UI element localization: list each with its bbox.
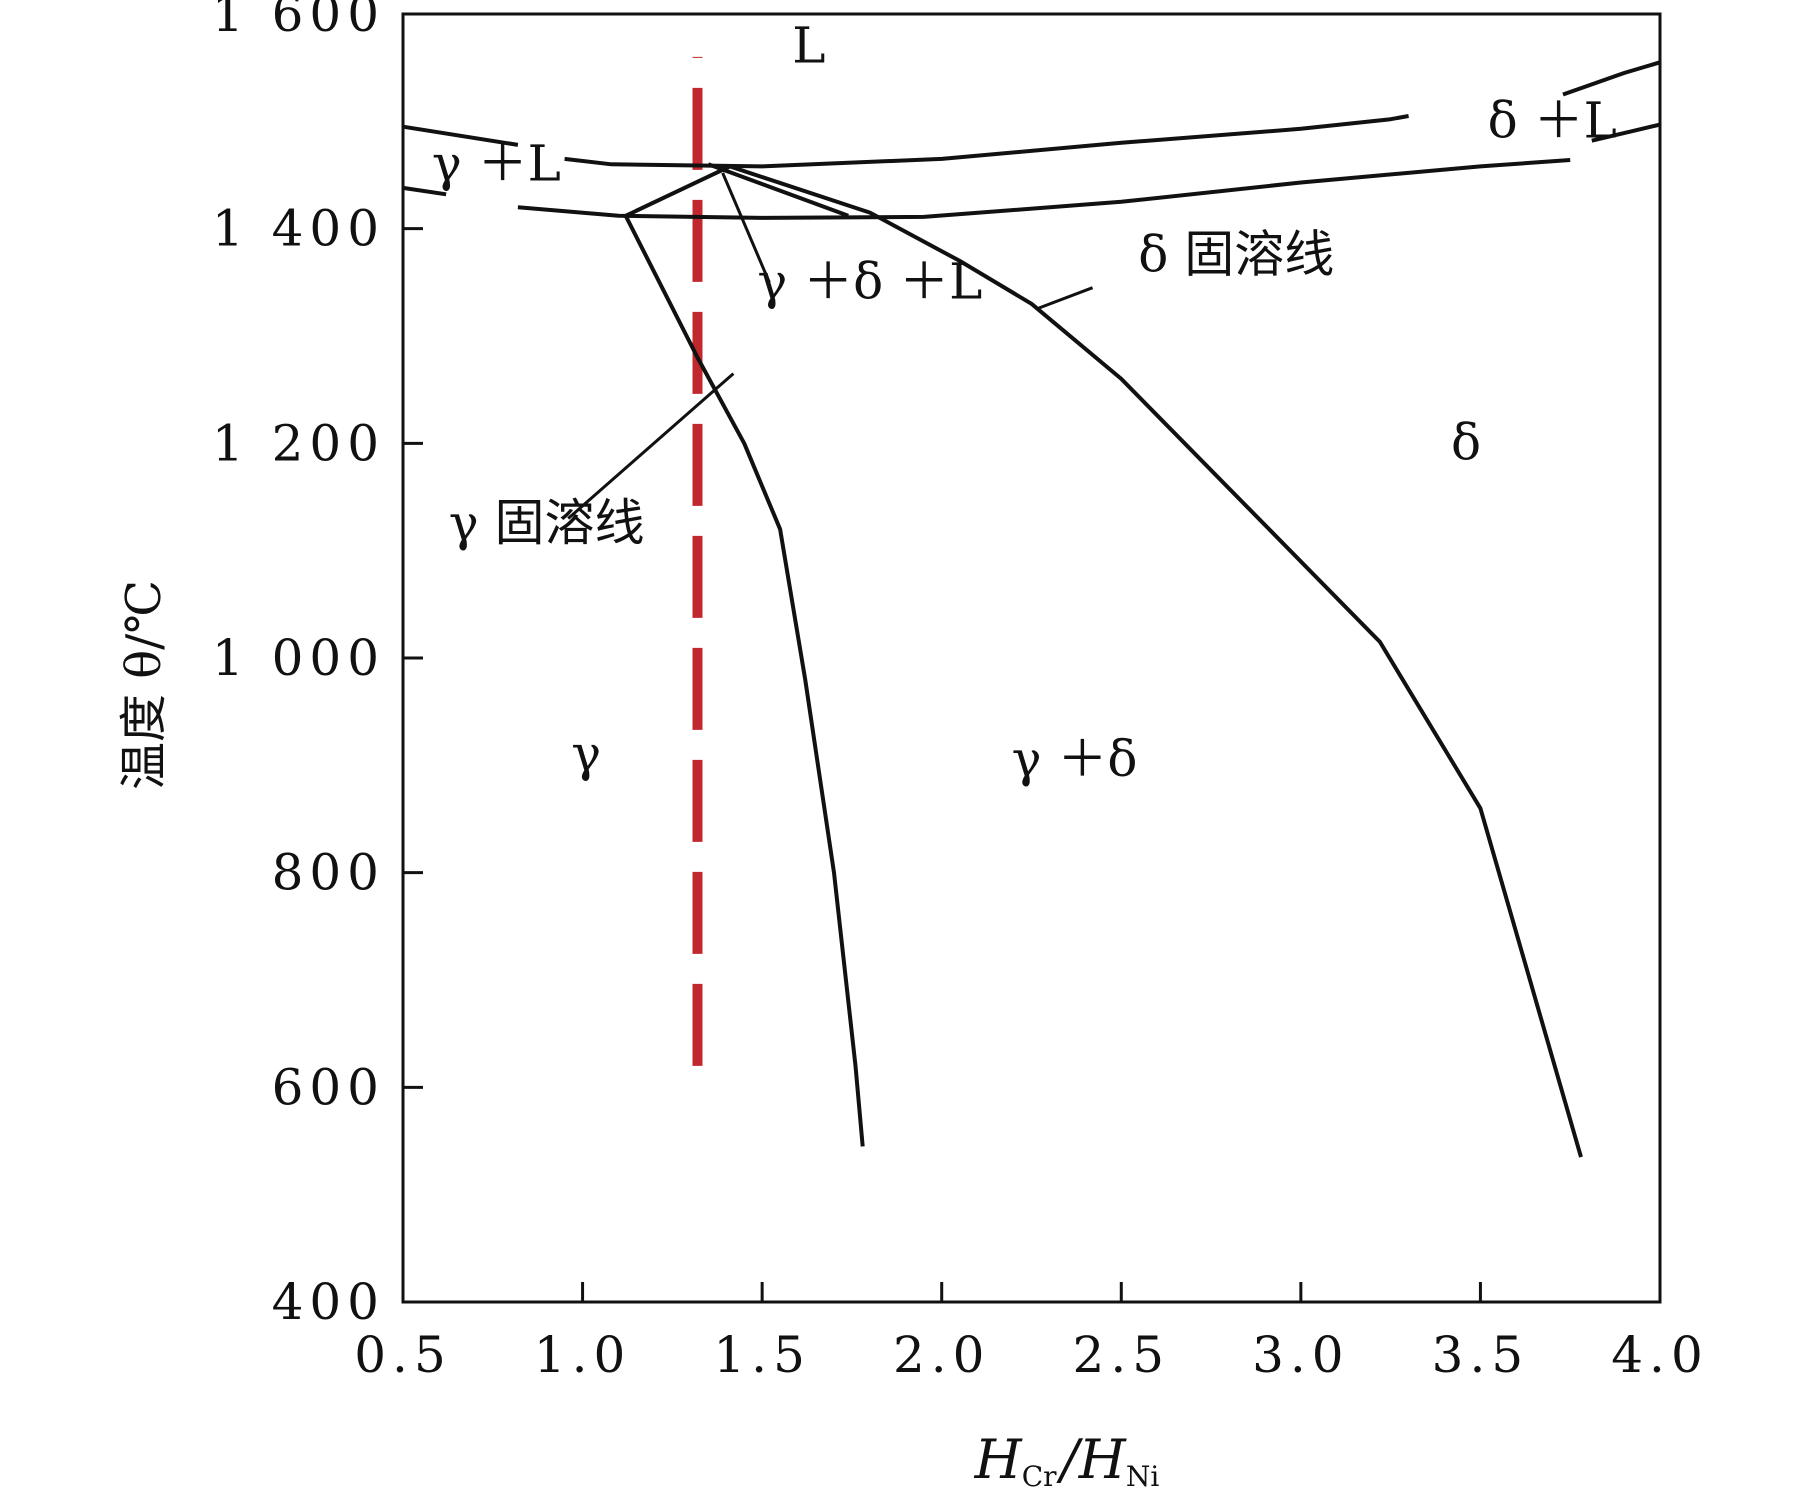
y-tick-label: 600 bbox=[272, 1058, 385, 1116]
y-tick-label: 1 200 bbox=[212, 414, 385, 472]
x-tick-label: 1.0 bbox=[534, 1326, 632, 1384]
leader-line bbox=[567, 372, 735, 520]
x-tick-label: 2.5 bbox=[1073, 1326, 1171, 1384]
region-label: δ 固溶线 bbox=[1138, 226, 1334, 284]
region-labels-layer: Lδ ＋L γ ＋L γ ＋δ ＋L δ 固溶线 γ 固溶线 δ γ γ ＋δ bbox=[432, 16, 1617, 788]
region-label: L bbox=[792, 16, 825, 74]
y-tick-label: 1 600 bbox=[212, 0, 385, 43]
region-label: γ ＋L bbox=[432, 134, 561, 192]
y-axis-label: 温度 θ/℃ bbox=[116, 580, 172, 790]
x-tick-label: 3.5 bbox=[1432, 1326, 1530, 1384]
x-tick-label: 3.0 bbox=[1252, 1326, 1350, 1384]
leader-line bbox=[1038, 286, 1094, 310]
phase-boundary-line bbox=[517, 158, 1571, 220]
axes-ticks-layer: 400 600 800 1 000 1 200 1 400 1 600 0.5 1.0 1.5 2.… bbox=[212, 0, 1709, 1384]
x-axis-label: HCr/HNi bbox=[974, 1428, 1160, 1492]
y-tick-label: 400 bbox=[272, 1273, 385, 1331]
x-tick-label: 0.5 bbox=[354, 1326, 452, 1384]
phase-boundary-line bbox=[624, 164, 1583, 1158]
y-tick-label: 1 400 bbox=[212, 200, 385, 258]
region-label: δ ＋L bbox=[1488, 91, 1617, 149]
phase-boundary-line bbox=[564, 114, 1409, 169]
phase-boundary-line bbox=[623, 214, 865, 1147]
x-tick-label: 4.0 bbox=[1611, 1326, 1709, 1384]
y-tick-label: 1 000 bbox=[212, 629, 385, 687]
phase-boundary-line bbox=[402, 124, 519, 147]
region-label: γ 固溶线 bbox=[449, 494, 645, 552]
y-tick-label: 800 bbox=[272, 844, 385, 902]
x-tick-label: 2.0 bbox=[893, 1326, 991, 1384]
phase-boundary-line bbox=[1562, 60, 1661, 97]
data-lines-layer bbox=[402, 56, 1661, 1158]
x-tick-label: 1.5 bbox=[713, 1326, 811, 1384]
region-label: γ ＋δ bbox=[1012, 730, 1138, 788]
phase-boundary-line bbox=[1591, 122, 1661, 143]
region-label: γ bbox=[571, 725, 601, 783]
phase-boundary-line bbox=[402, 185, 447, 197]
phase-boundary-line bbox=[707, 162, 849, 218]
region-label: δ bbox=[1451, 413, 1481, 471]
region-label: γ ＋δ ＋L bbox=[757, 252, 982, 310]
leader-line bbox=[721, 172, 771, 283]
